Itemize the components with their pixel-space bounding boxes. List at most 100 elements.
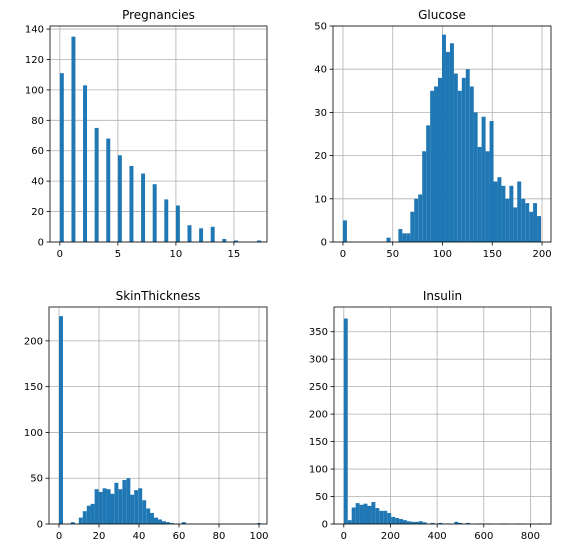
pregnancies-title: Pregnancies (122, 8, 195, 22)
x-tick-label: 0 (57, 249, 63, 260)
glucose-bar (406, 233, 411, 242)
glucose-bar (485, 151, 490, 242)
skinthickness-bar (90, 503, 95, 524)
y-tick-label: 20 (31, 207, 44, 218)
insulin-bars (343, 318, 542, 524)
glucose-bar (509, 185, 514, 242)
skinthickness-bar (114, 482, 119, 524)
insulin-bar (418, 521, 423, 524)
skinthickness-bars (59, 316, 261, 524)
insulin-bar (379, 510, 384, 524)
insulin-bar (438, 522, 443, 524)
glucose-bar (434, 86, 438, 242)
glucose-bar (477, 146, 482, 242)
insulin-bar (403, 520, 407, 524)
y-tick-label: 60 (31, 146, 44, 157)
y-tick-label: 250 (309, 382, 328, 393)
insulin-axes-frame (333, 306, 552, 525)
y-tick-label: 350 (309, 327, 328, 338)
skinthickness-bar (158, 519, 162, 524)
pregnancies-bar (222, 238, 227, 242)
insulin-bar (410, 521, 415, 524)
x-tick-label: 40 (133, 531, 146, 542)
glucose-bar (537, 216, 542, 242)
skinthickness-bar (142, 500, 147, 524)
pregnancies-bar (233, 240, 238, 242)
glucose-bar (438, 77, 442, 242)
skinthickness-bar (118, 489, 123, 524)
x-tick-label: 5 (115, 249, 121, 260)
y-tick-label: 30 (314, 108, 327, 119)
glucose-bar (449, 43, 454, 242)
skinthickness-bar (126, 478, 131, 524)
skinthickness-bar (110, 493, 115, 524)
skinthickness-bar (86, 505, 91, 524)
x-tick-label: 15 (228, 249, 241, 260)
y-tick-label: 200 (24, 336, 43, 347)
pregnancies-bar (83, 85, 88, 242)
glucose-bar (414, 198, 419, 242)
insulin-bar (395, 517, 400, 524)
skinthickness-bar (106, 489, 111, 524)
y-tick-label: 200 (309, 410, 328, 421)
insulin-bar (383, 510, 388, 524)
y-tick-label: 150 (24, 382, 43, 393)
x-tick-label: 50 (386, 249, 399, 260)
pregnancies-bar (141, 173, 146, 242)
glucose-bar (481, 116, 486, 242)
y-tick-label: 40 (314, 65, 327, 76)
glucose-bars (342, 34, 542, 243)
skinthickness-axes-frame (48, 306, 268, 525)
x-tick-label: 0 (56, 531, 62, 542)
pregnancies-bar (187, 225, 192, 242)
y-tick-label: 0 (321, 238, 327, 249)
subplot-pregnancies: 0 5 10 15 0 20 40 60 80 100 120 140 Pregnancies (25, 8, 268, 260)
y-tick-label: 0 (37, 520, 43, 531)
skinthickness-title: SkinThickness (116, 289, 201, 303)
y-tick-label: 50 (30, 474, 43, 485)
x-tick-label: 100 (249, 531, 268, 542)
insulin-bar (363, 503, 368, 524)
skinthickness-bar (94, 489, 99, 524)
pregnancies-ticks (46, 28, 235, 246)
x-tick-label: 400 (428, 531, 447, 542)
skinthickness-bar (257, 523, 261, 524)
y-tick-label: 20 (314, 151, 327, 162)
y-tick-label: 40 (31, 177, 44, 188)
x-tick-label: 150 (483, 249, 502, 260)
y-tick-label: 10 (314, 194, 327, 205)
x-tick-label: 200 (381, 531, 400, 542)
glucose-bar (497, 177, 502, 242)
insulin-bar (343, 318, 348, 524)
glucose-bar (525, 203, 530, 242)
glucose-bar (489, 121, 494, 242)
insulin-bar (371, 502, 376, 524)
glucose-bar (422, 151, 427, 242)
insulin-title: Insulin (423, 289, 462, 303)
x-tick-label: 80 (213, 531, 226, 542)
skinthickness-bar (162, 521, 166, 524)
glucose-bar (426, 125, 431, 242)
pregnancies-bar (117, 155, 122, 242)
glucose-bar (461, 77, 466, 242)
skinthickness-bar (70, 522, 75, 524)
insulin-bar (375, 508, 380, 524)
glucose-bar (445, 51, 450, 242)
y-tick-label: 0 (38, 238, 44, 249)
glucose-bar (533, 203, 538, 242)
x-tick-label: 800 (521, 531, 540, 542)
glucose-bar (457, 90, 462, 242)
pregnancies-bar (106, 138, 111, 242)
pregnancies-bar (257, 240, 262, 242)
glucose-bar (410, 211, 415, 242)
skinthickness-bar (82, 511, 87, 524)
pregnancies-bar (71, 36, 76, 242)
y-tick-label: 100 (309, 465, 328, 476)
insulin-bar (351, 507, 356, 524)
glucose-bar (465, 69, 470, 242)
pregnancies-bar (164, 199, 169, 242)
pregnancies-axes-frame (49, 25, 268, 243)
skinthickness-bar (78, 517, 83, 524)
glucose-ticks (329, 25, 543, 246)
insulin-bar (430, 522, 435, 524)
